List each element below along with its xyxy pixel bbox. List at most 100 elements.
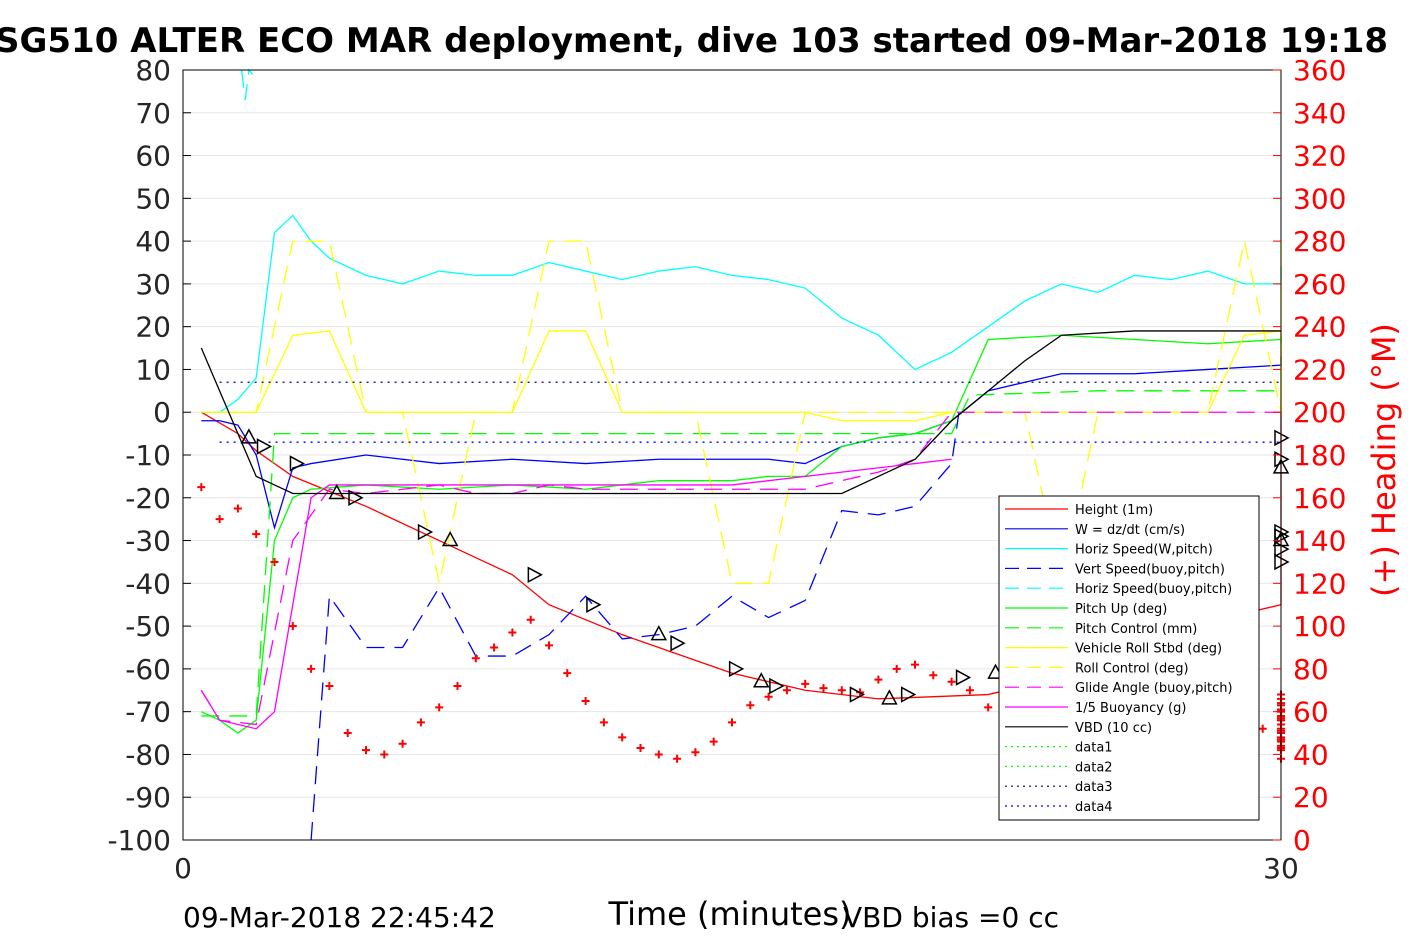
heading-marker [929, 671, 938, 680]
glider-marker [650, 625, 668, 641]
heading-marker [599, 718, 608, 727]
heading-marker [581, 696, 590, 705]
series-line-vehicle-roll-stbd-deg [201, 330, 1282, 422]
glider-marker [289, 455, 306, 472]
y2-tick-label: 140 [1293, 525, 1346, 558]
glider-marker [441, 530, 459, 547]
y-tick-label: -70 [125, 696, 171, 729]
series-line-horiz-speed-buoy-pitch [240, 68, 254, 101]
y-tick-label: -60 [125, 653, 171, 686]
heading-marker [618, 733, 627, 742]
y-tick-label: 80 [135, 54, 171, 87]
heading-marker [398, 739, 407, 748]
legend-label: Height (1m) [1075, 503, 1153, 518]
heading-marker [343, 729, 352, 738]
legend-label: Horiz Speed(W,pitch) [1075, 543, 1213, 558]
heading-marker [252, 530, 261, 539]
y-tick-label: 60 [135, 140, 171, 173]
legend-label: Glide Angle (buoy,pitch) [1075, 681, 1233, 696]
y-tick-label: -90 [125, 781, 171, 814]
heading-marker [508, 628, 517, 637]
legend: Height (1m) W = dz/dt (cm/s) Horiz Speed(W… [998, 495, 1260, 821]
y2-axis-label: (+) Heading (°M) [1365, 323, 1403, 597]
legend-label: Horiz Speed(buoy,pitch) [1075, 582, 1232, 597]
legend-label: Vert Speed(buoy,pitch) [1075, 562, 1225, 577]
y-tick-label: -20 [125, 482, 171, 515]
series-line-roll-control-deg [219, 240, 1282, 584]
heading-marker [471, 654, 480, 663]
glider-marker [900, 686, 917, 703]
y-tick-label: 50 [135, 182, 171, 215]
heading-marker [416, 718, 425, 727]
heading-marker [947, 677, 956, 686]
glider-marker [586, 596, 602, 613]
heading-marker [691, 748, 700, 757]
heading-marker [984, 703, 993, 712]
heading-marker [709, 737, 718, 746]
heading-marker [746, 701, 755, 710]
y2-tick-label: 20 [1293, 781, 1329, 814]
heading-marker [362, 746, 370, 755]
heading-marker [233, 504, 242, 513]
y2-tick-label: 280 [1293, 225, 1346, 258]
y-tick-label: -10 [125, 439, 171, 472]
heading-marker [526, 615, 535, 624]
series-line-pitch-control-mm [201, 390, 1281, 717]
y-axis-right: 3603403203002802602402202001801601401201… [1273, 54, 1346, 857]
heading-marker [764, 692, 773, 701]
y2-tick-label: 40 [1293, 738, 1329, 771]
glider-marker [240, 428, 258, 444]
glider-marker [670, 634, 686, 652]
legend-label: data1 [1075, 741, 1113, 756]
glider-marker [417, 523, 434, 541]
x-tick-label: 0 [174, 852, 192, 885]
x-axis-label: Time (minutes) [608, 895, 852, 933]
legend-label: data3 [1075, 780, 1113, 795]
heading-marker [453, 682, 462, 690]
heading-marker [490, 643, 499, 652]
y-tick-label: 30 [135, 268, 171, 301]
y-tick-label: 20 [135, 311, 171, 344]
y2-tick-label: 180 [1293, 439, 1346, 472]
series-line-vert-speed-buoy-pitch [310, 412, 960, 841]
heading-marker [1258, 724, 1267, 733]
y2-tick-label: 240 [1293, 311, 1346, 344]
heading-marker [435, 703, 444, 712]
legend-label: Vehicle Roll Stbd (deg) [1075, 642, 1222, 657]
glider-marker [527, 566, 543, 584]
y2-tick-label: 160 [1293, 482, 1346, 515]
heading-marker [728, 718, 736, 727]
heading-marker [636, 744, 645, 753]
legend-label: W = dz/dt (cm/s) [1075, 523, 1185, 538]
glider-marker [849, 686, 866, 703]
series-line-1-5-buoyancy-g [200, 458, 952, 730]
y2-tick-label: 340 [1293, 97, 1346, 130]
y2-tick-label: 300 [1293, 182, 1346, 215]
y-tick-label: -80 [125, 738, 171, 771]
footer-vbd-bias: VBD bias =0 cc [843, 901, 1059, 934]
heading-marker [307, 664, 316, 673]
y-tick-label: -50 [125, 610, 171, 643]
heading-marker [837, 686, 846, 695]
heading-marker [380, 750, 389, 759]
series-line-glide-angle-buoy-pitch [200, 411, 1281, 726]
x-axis: 0 30 [174, 832, 1299, 885]
legend-label: Roll Control (deg) [1075, 661, 1189, 676]
glider-marker [328, 483, 345, 500]
y-tick-label: -30 [125, 525, 171, 558]
heading-marker [874, 675, 883, 684]
glider-marker [348, 489, 364, 507]
heading-marker [215, 515, 224, 524]
series-line-vbd-10-cc [200, 330, 1281, 495]
y2-tick-label: 320 [1293, 140, 1346, 173]
heading-marker [801, 679, 810, 688]
heading-marker [545, 641, 553, 650]
legend-label: data4 [1075, 800, 1113, 815]
glider-marker [769, 677, 785, 695]
glider-marker [728, 660, 745, 678]
y2-tick-label: 360 [1293, 54, 1346, 87]
series-line-pitch-up-deg [201, 334, 1282, 734]
y2-tick-label: 100 [1293, 610, 1346, 643]
heading-marker [563, 669, 572, 678]
y2-tick-label: 220 [1293, 353, 1346, 386]
